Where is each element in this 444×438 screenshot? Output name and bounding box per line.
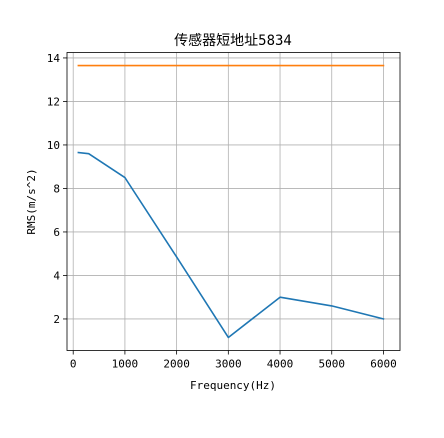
x-tick-label: 3000 xyxy=(215,358,242,371)
grid xyxy=(67,52,400,351)
x-tick-label: 1000 xyxy=(112,358,139,371)
x-axis-label: Frequency(Hz) xyxy=(190,379,276,392)
x-tick-label: 0 xyxy=(70,358,77,371)
y-tick-label: 12 xyxy=(47,95,60,108)
x-tick-label: 4000 xyxy=(267,358,294,371)
y-tick-label: 10 xyxy=(47,139,60,152)
y-tick-label: 2 xyxy=(53,313,60,326)
x-tick-label: 5000 xyxy=(318,358,345,371)
series-layer xyxy=(77,64,385,339)
y-tick-label: 14 xyxy=(47,52,61,65)
chart-title: 传感器短地址5834 xyxy=(174,32,292,49)
y-axis-label: RMS(m/s^2) xyxy=(25,168,38,234)
y-tick-label: 8 xyxy=(53,182,60,195)
y-tick-label: 4 xyxy=(53,269,60,282)
plot-frame xyxy=(66,52,401,351)
y-axis: 2 4 6 8 10 12 14 xyxy=(47,52,67,326)
y-tick-label: 6 xyxy=(53,226,60,239)
x-tick-label: 6000 xyxy=(370,358,397,371)
x-tick-label: 2000 xyxy=(163,358,190,371)
x-axis: 0 1000 2000 3000 4000 5000 6000 xyxy=(70,350,397,371)
series-line-1 xyxy=(77,151,385,339)
